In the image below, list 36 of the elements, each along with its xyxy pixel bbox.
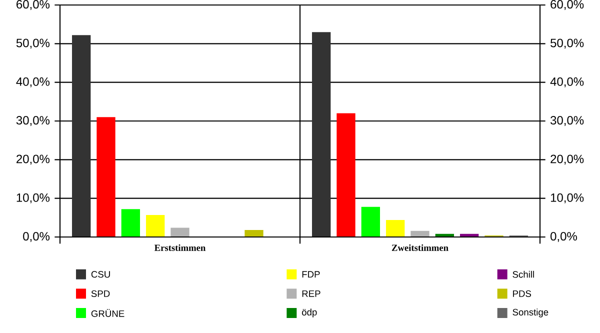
y-tick-label: 30,0% — [16, 116, 50, 126]
y-tick-label: 20,0% — [16, 154, 50, 165]
y-tick-label: 10,0% — [16, 193, 50, 204]
bar — [410, 230, 430, 237]
bar — [146, 214, 165, 237]
y-tick-label: 40,0% — [16, 77, 50, 88]
legend-label: PDS — [513, 290, 532, 297]
y-tick-label: 50,0% — [16, 38, 50, 49]
legend-label: Sonstige — [512, 308, 548, 318]
legend-label: SPD — [91, 290, 110, 297]
y2-tick-label: 30,0% — [550, 116, 584, 126]
x-tick-label: Erststimmen — [154, 244, 206, 251]
bar — [312, 32, 331, 237]
bar — [386, 220, 405, 237]
y2-tick-label: 60,0% — [550, 0, 584, 10]
bar — [170, 228, 190, 237]
bar — [121, 209, 140, 237]
legend-label: REP — [302, 290, 320, 297]
y2-tick-label: 0,0% — [550, 232, 577, 242]
y2-tick-label: 40,0% — [550, 77, 584, 88]
legend-label: FDP — [302, 271, 320, 278]
bar — [244, 230, 264, 237]
bar — [96, 117, 116, 237]
x-tick-label: Zweitstimmen — [392, 244, 448, 251]
y2-tick-label: 10,0% — [550, 193, 584, 204]
legend-label: Schill — [512, 270, 534, 278]
bar — [336, 113, 356, 237]
legend-label: ödp — [302, 308, 317, 318]
y2-tick-label: 50,0% — [550, 38, 584, 49]
legend-label: CSU — [91, 271, 110, 278]
bar — [72, 35, 91, 237]
y-tick-label: 60,0% — [16, 0, 50, 10]
y-tick-label: 0,0% — [23, 232, 50, 242]
bar — [361, 206, 380, 237]
legend-label: GRÜNE — [91, 309, 124, 317]
y2-tick-label: 20,0% — [550, 154, 584, 165]
